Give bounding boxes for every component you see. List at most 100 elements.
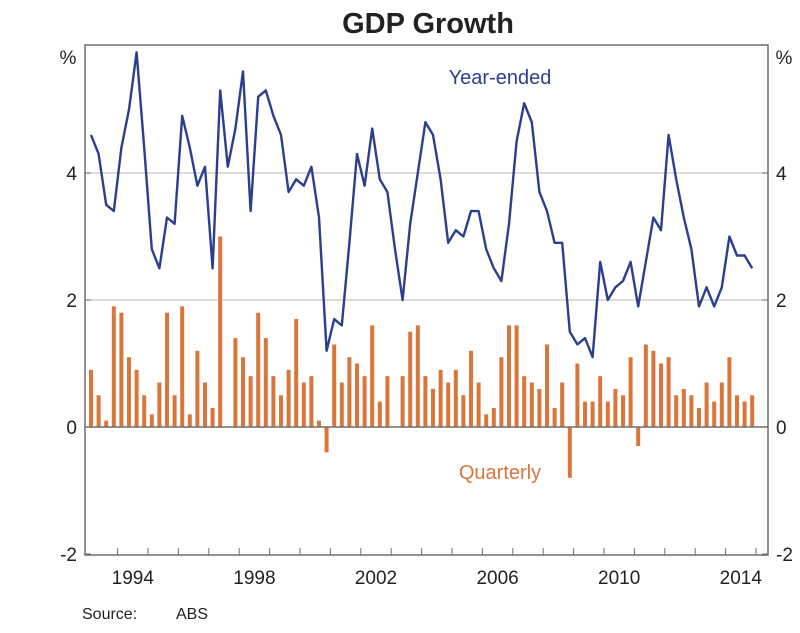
quarterly-bar	[552, 407, 557, 427]
x-tick-label: 2002	[355, 568, 397, 589]
quarterly-bar	[256, 312, 261, 427]
quarterly-bar	[621, 395, 625, 427]
quarterly-bar	[241, 357, 245, 427]
quarterly-bar	[484, 414, 489, 427]
quarterly-bar	[567, 427, 572, 478]
quarterly-bar	[134, 369, 139, 427]
y-tick-label-left: 4	[66, 164, 77, 185]
quarterly-bar	[537, 388, 542, 427]
quarterly-bar	[89, 369, 93, 427]
quarterly-bar	[142, 395, 147, 427]
quarterly-bar	[742, 401, 747, 427]
quarterly-bar	[438, 369, 443, 427]
source-value: ABS	[176, 606, 208, 623]
x-tick-label: 1994	[112, 568, 155, 589]
y-axis-unit-left: %	[60, 48, 77, 69]
quarterly-bar	[522, 376, 527, 427]
axes	[84, 44, 769, 556]
quarterly-bar	[377, 401, 382, 427]
quarterly-bar	[271, 376, 276, 427]
quarterly-bar	[96, 395, 101, 427]
quarterly-bar	[613, 388, 618, 427]
y-tick-label-right: 4	[776, 164, 787, 185]
quarterly-bar	[643, 344, 648, 427]
quarterly-bar	[491, 407, 496, 427]
quarterly-bar	[590, 401, 595, 427]
quarterly-bar	[605, 401, 610, 427]
quarterly-bar	[560, 382, 565, 427]
quarterly-bar	[628, 357, 633, 427]
quarterly-bar	[203, 382, 207, 427]
quarterly-bar	[233, 338, 238, 427]
quarterly-bar	[545, 344, 549, 427]
quarterly-bar	[332, 344, 337, 427]
quarterly-bar	[529, 382, 534, 427]
series-label-quarterly: Quarterly	[459, 462, 541, 484]
quarterly-bar	[317, 420, 321, 427]
quarterly-bar	[370, 325, 375, 427]
quarterly-bar	[165, 312, 169, 427]
quarterly-bar	[339, 382, 344, 427]
source-label: Source:	[82, 606, 137, 623]
quarterly-bar	[218, 236, 223, 427]
quarterly-bar	[355, 363, 359, 427]
quarterly-bar	[286, 369, 291, 427]
quarterly-bar	[195, 350, 200, 427]
quarterly-bar	[727, 357, 732, 427]
year-ended-line	[89, 51, 754, 359]
quarterly-bar	[514, 325, 519, 427]
quarterly-bar	[157, 382, 162, 427]
quarterly-bar	[461, 395, 466, 427]
quarterly-bar	[248, 376, 253, 427]
quarterly-bar	[735, 395, 739, 427]
quarterly-bar	[446, 382, 451, 427]
quarterly-bar	[704, 382, 709, 427]
quarterly-bar	[666, 357, 671, 427]
quarterly-bar	[149, 414, 154, 427]
quarterly-bar	[712, 401, 717, 427]
y-tick-label-left: 2	[66, 291, 77, 312]
y-tick-label-left: 0	[66, 418, 77, 439]
x-tick-label: 1998	[233, 568, 275, 589]
quarterly-bar	[499, 357, 504, 427]
y-axis-unit-right: %	[776, 48, 793, 69]
x-tick-label: 2014	[720, 568, 763, 589]
quarterly-bar	[309, 376, 314, 427]
x-tick-label: 2006	[476, 568, 518, 589]
y-tick-label-left: -2	[60, 545, 77, 566]
quarterly-bar	[651, 350, 656, 427]
quarterly-bar	[324, 427, 329, 453]
quarterly-bar	[750, 395, 755, 427]
quarterly-bar	[263, 338, 268, 427]
quarterly-bar	[598, 376, 603, 427]
year-ended-series-line	[89, 51, 754, 359]
quarterly-bar	[385, 376, 390, 427]
quarterly-bar	[423, 376, 428, 427]
quarterly-bars	[89, 236, 755, 478]
quarterly-bar	[180, 306, 185, 427]
quarterly-bar	[507, 325, 511, 427]
y-tick-label-right: -2	[776, 545, 793, 566]
x-tick-labels: 1994 1998 2002 2006 2010 2014	[112, 568, 763, 589]
quarterly-bar	[104, 420, 109, 427]
gridlines	[85, 172, 768, 301]
quarterly-bar	[400, 376, 405, 427]
quarterly-bar	[119, 312, 124, 427]
quarterly-bar	[476, 382, 481, 427]
y-tick-label-right: 0	[776, 418, 787, 439]
y-tick-label-right: 2	[776, 291, 787, 312]
quarterly-bar	[469, 350, 473, 427]
quarterly-bar	[294, 319, 299, 427]
quarterly-bar	[674, 395, 679, 427]
quarterly-bar	[172, 395, 177, 427]
quarterly-bar	[431, 388, 435, 427]
quarterly-bar	[575, 363, 580, 427]
quarterly-bar	[689, 395, 694, 427]
quarterly-bar	[636, 427, 641, 447]
quarterly-bar	[408, 331, 413, 427]
quarterly-bar	[583, 401, 587, 427]
quarterly-bar	[347, 357, 352, 427]
series-label-year-ended: Year-ended	[449, 67, 552, 89]
quarterly-bar	[659, 363, 663, 427]
